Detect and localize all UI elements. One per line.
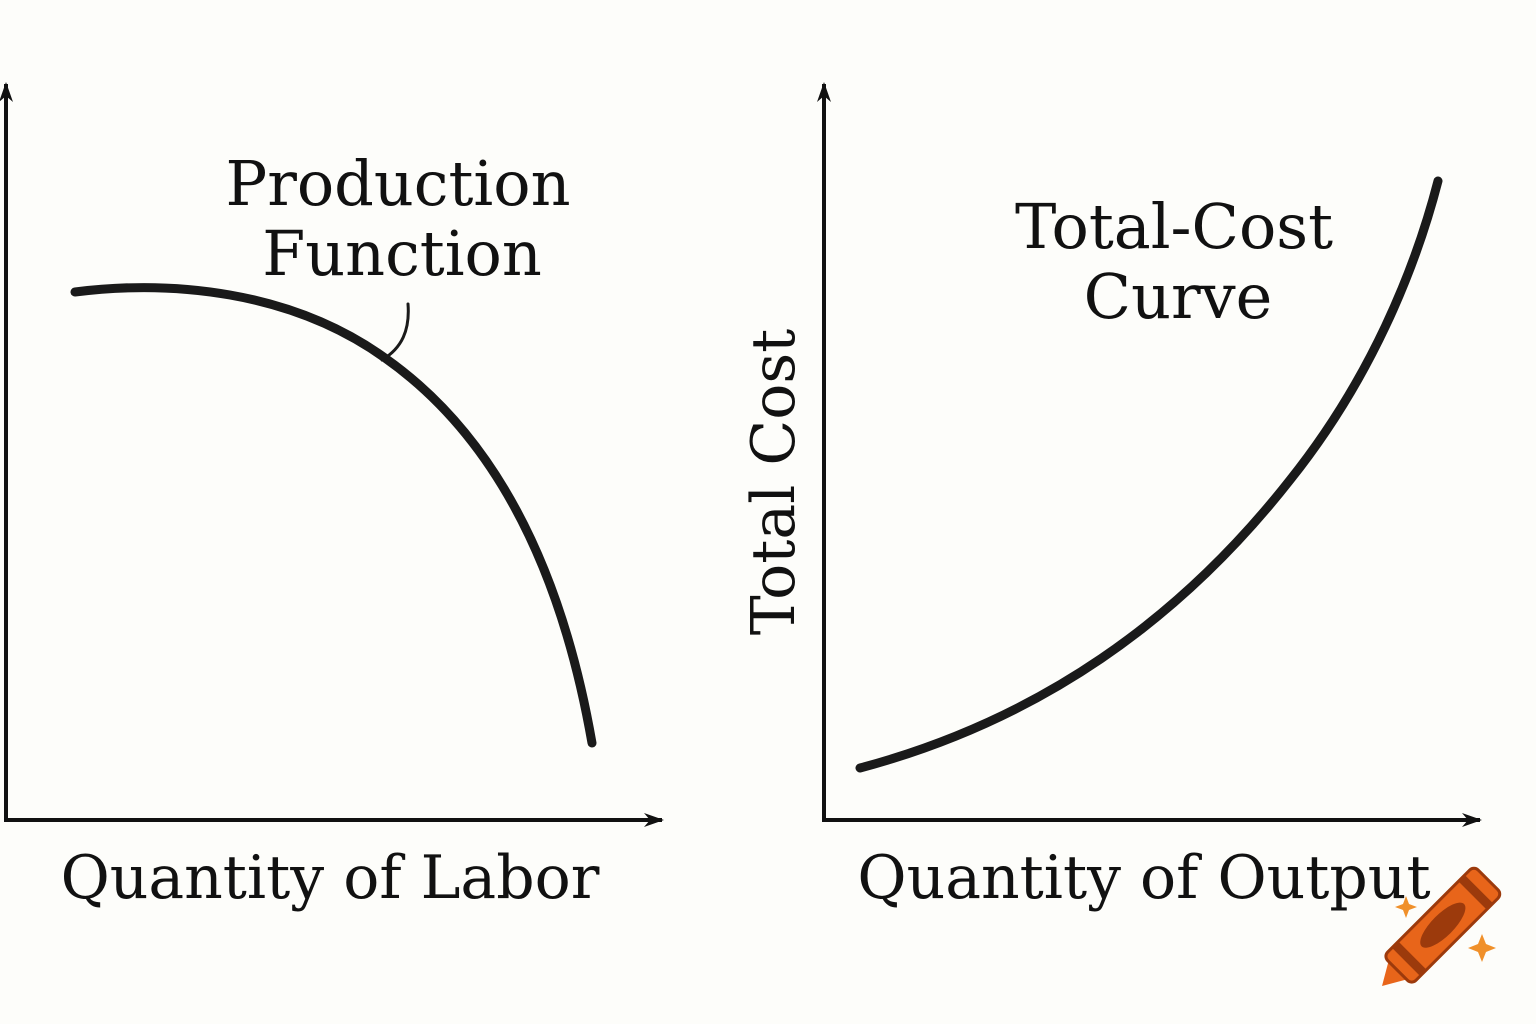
total-cost-label-line1: Total-Cost	[1015, 190, 1333, 263]
crayon-band-right	[1458, 874, 1494, 910]
crayon-band-left	[1391, 941, 1427, 977]
total-cost-curve	[855, 176, 1443, 773]
production-function-leader-line	[380, 302, 410, 362]
production-function-label-line1: Production	[225, 147, 570, 220]
total-cost-label-line2: Curve	[1084, 260, 1273, 333]
right-x-axis-label: Quantity of Output	[857, 843, 1430, 913]
crayon-tip	[1382, 959, 1409, 986]
production-function-curve	[70, 283, 597, 748]
right-y-axis-label: Total Cost	[739, 329, 809, 636]
production-function-chart: Production Function Quantity of Labor	[0, 82, 664, 913]
total-cost-chart: Total-Cost Curve Total Cost Quantity of …	[739, 82, 1482, 913]
sparkle-icon	[1395, 896, 1417, 918]
sparkle-icon	[1468, 934, 1496, 962]
production-function-label-line2: Function	[262, 217, 542, 290]
left-x-axis-label: Quantity of Labor	[61, 843, 600, 913]
crayon-label-oval	[1420, 902, 1466, 948]
crayon-icon	[1382, 866, 1502, 986]
